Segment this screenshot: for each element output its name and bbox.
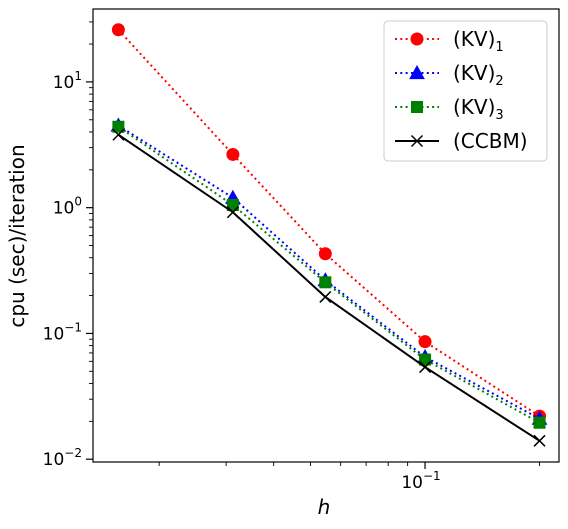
data-point bbox=[419, 353, 432, 366]
series-1 bbox=[111, 23, 547, 423]
y-axis: 10−2 10−1 100 101 bbox=[43, 21, 93, 470]
x-axis: 10−1 bbox=[158, 462, 540, 493]
legend-marker bbox=[409, 64, 425, 80]
y-tick-label: 100 bbox=[53, 195, 82, 219]
series-line-2 bbox=[117, 124, 541, 420]
data-point bbox=[533, 434, 546, 447]
series-line-1 bbox=[117, 29, 541, 417]
legend-label: (CCBM) bbox=[453, 129, 528, 153]
series-line-3 bbox=[117, 125, 541, 424]
legend-entry-1: (KV)1 bbox=[395, 27, 504, 55]
data-point bbox=[419, 361, 432, 374]
data-point bbox=[318, 247, 332, 261]
legend: (KV)1 (KV)2 (KV)3 (CCBM) bbox=[383, 20, 548, 162]
legend-label: (KV)1 bbox=[453, 27, 504, 55]
y-tick-label: 101 bbox=[53, 69, 82, 93]
x-axis-label: h bbox=[318, 495, 331, 519]
data-point bbox=[418, 335, 432, 349]
data-point bbox=[226, 206, 239, 219]
legend-entry-4: (CCBM) bbox=[395, 129, 528, 153]
plot-area bbox=[92, 8, 560, 463]
data-point bbox=[319, 290, 332, 303]
y-tick-label: 10−2 bbox=[43, 446, 82, 470]
legend-marker bbox=[411, 101, 423, 113]
data-point bbox=[111, 23, 125, 37]
x-tick-label: 10−1 bbox=[401, 469, 440, 493]
legend-entry-3: (KV)3 bbox=[395, 95, 504, 123]
data-point bbox=[112, 128, 125, 141]
y-axis-label: cpu (sec)/iteration bbox=[5, 144, 29, 327]
legend-marker bbox=[410, 32, 424, 46]
legend-marker bbox=[410, 134, 424, 148]
legend-entry-2: (KV)2 bbox=[395, 61, 504, 89]
series-3 bbox=[112, 120, 546, 429]
data-point bbox=[319, 276, 332, 289]
data-point bbox=[226, 199, 239, 212]
data-point bbox=[226, 147, 240, 161]
data-point bbox=[112, 120, 125, 133]
legend-label: (KV)2 bbox=[453, 61, 504, 89]
legend-box bbox=[383, 20, 548, 162]
series-4 bbox=[112, 128, 546, 447]
legend-label: (KV)3 bbox=[453, 95, 504, 123]
y-tick-label: 10−1 bbox=[43, 320, 82, 344]
data-point bbox=[533, 416, 546, 429]
